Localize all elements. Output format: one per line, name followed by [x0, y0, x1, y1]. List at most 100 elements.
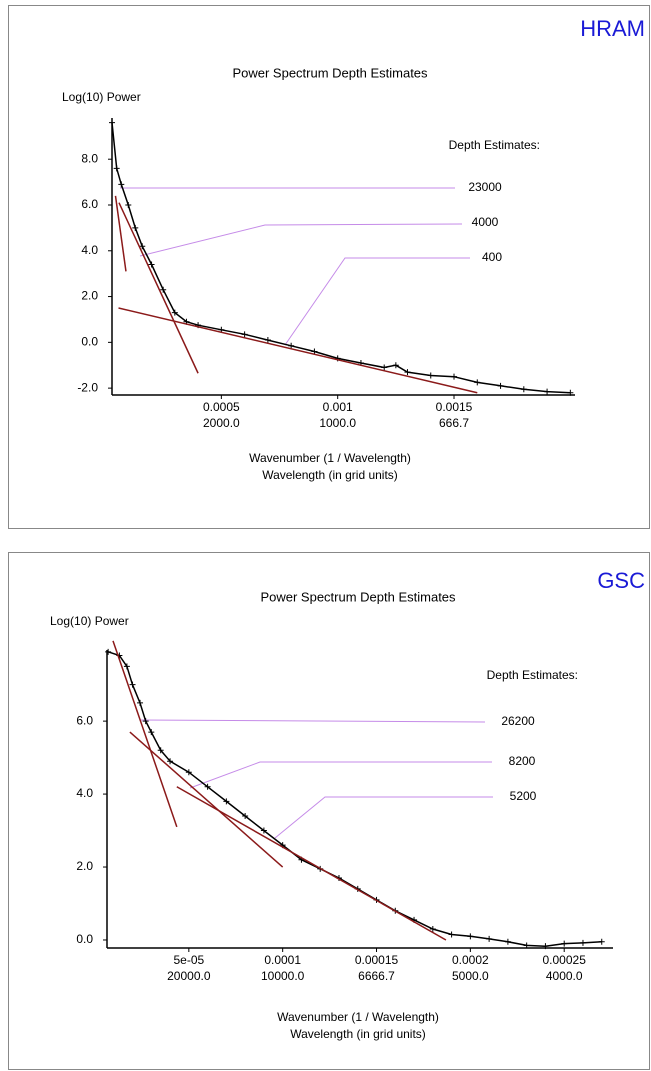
spectrum-point: [148, 261, 155, 268]
depth-estimate: 400: [482, 250, 502, 264]
x-tick-label: 0.00015: [355, 953, 399, 967]
panel-label: HRAM: [580, 16, 645, 41]
x-tick-label: 0.0005: [203, 400, 240, 414]
spectrum-point: [223, 798, 230, 805]
spectrum-point: [451, 373, 458, 380]
x-tick-label: 5e-05: [173, 953, 204, 967]
spectrum-point: [204, 783, 211, 790]
depth-estimate: 8200: [509, 754, 536, 768]
y-axis-label: Log(10) Power: [62, 90, 141, 104]
spectrum-point: [474, 379, 481, 386]
spectrum-point: [142, 718, 149, 725]
y-tick-label: 0.0: [81, 335, 98, 349]
spectrum-point: [544, 388, 551, 395]
spectrum-point: [427, 372, 434, 379]
x-tick-wavelength: 20000.0: [167, 969, 211, 983]
leader-line: [189, 761, 492, 789]
x-tick-wavelength: 4000.0: [546, 969, 583, 983]
depth-estimate: 5200: [510, 789, 537, 803]
x-axis-label: Wavenumber (1 / Wavelength): [249, 451, 411, 465]
x-tick-label: 0.00025: [543, 953, 587, 967]
spectrum-point: [497, 382, 504, 389]
spectrum-point: [160, 286, 167, 293]
spectrum-point: [260, 827, 267, 834]
x-tick-label: 0.001: [323, 400, 353, 414]
spectrum-point: [504, 938, 511, 945]
y-tick-label: 4.0: [76, 786, 93, 800]
y-tick-label: 2.0: [81, 289, 98, 303]
leader-line: [284, 257, 470, 346]
x-tick-label: 0.0001: [264, 953, 301, 967]
spectrum-line: [111, 122, 571, 394]
spectrum-point: [132, 224, 139, 231]
leader-line: [139, 223, 463, 257]
x-tick-label: 0.0002: [452, 953, 489, 967]
x-tick-wavelength: 2000.0: [203, 416, 240, 430]
spectrum-point: [171, 309, 178, 316]
chart-title: Power Spectrum Depth Estimates: [232, 65, 428, 80]
panel-label: GSC: [597, 568, 645, 593]
x-tick-wavelength: 666.7: [439, 416, 469, 430]
fit-line: [129, 731, 284, 868]
spectrum-point: [113, 165, 120, 172]
spectrum-point: [167, 758, 174, 765]
spectrum-point: [567, 389, 574, 396]
fit-line: [112, 640, 178, 828]
x-axis-label: Wavelength (in grid units): [262, 468, 398, 482]
spectrum-point: [242, 812, 249, 819]
spectrum-point: [381, 364, 388, 371]
spectrum-line: [107, 651, 602, 947]
depth-estimate: 23000: [468, 180, 502, 194]
leader-line: [139, 719, 486, 723]
spectrum-point: [429, 926, 436, 933]
x-tick-wavelength: 6666.7: [358, 969, 395, 983]
fit-line: [176, 786, 447, 941]
spectrum-point: [125, 201, 132, 208]
x-axis-label: Wavelength (in grid units): [290, 1027, 426, 1041]
chart-title: Power Spectrum Depth Estimates: [260, 589, 456, 604]
spectrum-point: [392, 362, 399, 369]
spectrum-point: [148, 729, 155, 736]
y-tick-label: 6.0: [76, 713, 93, 727]
spectrum-point: [129, 681, 136, 688]
spectrum-point: [137, 699, 144, 706]
spectrum-point: [404, 369, 411, 376]
x-tick-wavelength: 1000.0: [319, 416, 356, 430]
fit-line: [118, 307, 478, 394]
depth-estimate: 4000: [472, 215, 499, 229]
spectrum-point: [486, 935, 493, 942]
panel-frame: [8, 5, 650, 529]
y-axis-label: Log(10) Power: [50, 614, 129, 628]
fit-line: [118, 202, 199, 374]
fit-line: [114, 195, 127, 272]
spectrum-point: [139, 243, 146, 250]
x-tick-wavelength: 10000.0: [261, 969, 305, 983]
panel-frame: [8, 552, 650, 1070]
spectrum-point: [118, 181, 125, 188]
y-tick-label: 8.0: [81, 151, 98, 165]
spectrum-point: [520, 386, 527, 393]
y-tick-label: 2.0: [76, 859, 93, 873]
spectrum-point: [467, 933, 474, 940]
spectrum-point: [105, 648, 112, 655]
x-tick-label: 0.0015: [436, 400, 473, 414]
spectrum-point: [264, 337, 271, 344]
leader-line: [274, 796, 493, 839]
spectrum-point: [561, 940, 568, 947]
spectrum-point: [579, 939, 586, 946]
x-axis-label: Wavenumber (1 / Wavelength): [277, 1010, 439, 1024]
spectrum-point: [123, 663, 130, 670]
y-tick-label: 4.0: [81, 243, 98, 257]
x-tick-wavelength: 5000.0: [452, 969, 489, 983]
spectrum-point: [185, 769, 192, 776]
spectrum-point: [598, 938, 605, 945]
spectrum-point: [109, 119, 115, 126]
y-tick-label: 0.0: [76, 932, 93, 946]
spectrum-point: [241, 331, 248, 338]
depth-estimate: 26200: [501, 714, 535, 728]
spectrum-point: [542, 943, 549, 950]
annotation-title: Depth Estimates:: [487, 668, 578, 682]
spectrum-point: [157, 747, 164, 754]
